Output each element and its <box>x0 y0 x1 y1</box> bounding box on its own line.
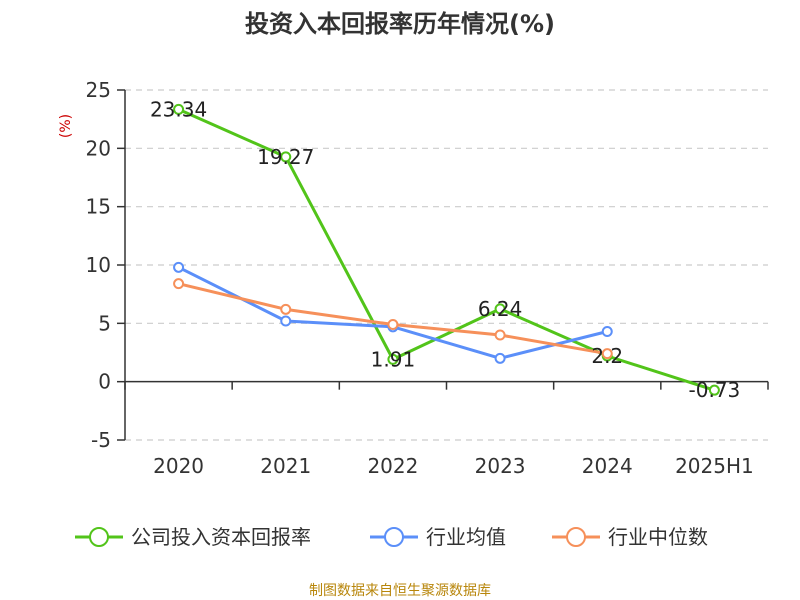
legend-item[interactable]: 行业中位数 <box>552 525 708 549</box>
y-tick-label: 10 <box>86 253 111 277</box>
data-label: -0.73 <box>689 378 741 402</box>
data-point <box>708 384 720 396</box>
grid-lines <box>125 89 768 441</box>
axes: -5 0 5 10 15 20 25 2020 2021 2022 2023 2024 2025H1 <box>86 78 769 478</box>
y-axis-unit: (%) <box>58 114 74 138</box>
data-point <box>280 303 292 315</box>
legend-label: 行业中位数 <box>608 525 708 549</box>
legend-marker <box>566 527 586 547</box>
data-point <box>387 353 399 365</box>
y-tick-label: 25 <box>86 78 111 102</box>
source-note: 制图数据来自恒生聚源数据库 <box>309 583 491 599</box>
data-label: 2.2 <box>591 344 623 368</box>
data-point <box>494 329 506 341</box>
data-point <box>173 261 185 273</box>
data-point <box>601 348 613 360</box>
data-point <box>173 103 185 115</box>
legend-marker <box>89 527 109 547</box>
x-tick-label: 2020 <box>153 454 204 478</box>
x-tick-label: 2022 <box>367 454 418 478</box>
x-tick-label: 2023 <box>475 454 526 478</box>
y-tick-label: 0 <box>98 370 111 394</box>
x-tick-label: 2021 <box>260 454 311 478</box>
y-tick-label: -5 <box>91 428 111 452</box>
chart-title: 投资入本回报率历年情况(%) <box>245 10 555 38</box>
series-line <box>177 265 608 360</box>
data-point <box>601 326 613 337</box>
legend-marker <box>384 527 404 547</box>
series-line <box>178 282 608 356</box>
data-point <box>494 352 506 364</box>
x-tick-label: 2024 <box>582 454 633 478</box>
data-point <box>280 151 292 163</box>
series-line <box>177 107 715 392</box>
x-tick-label: 2025H1 <box>675 454 754 478</box>
data-point <box>173 278 185 290</box>
legend-item[interactable]: 公司投入资本回报率 <box>75 525 311 549</box>
y-tick-label: 20 <box>86 136 111 160</box>
data-label: 19.27 <box>257 145 314 169</box>
y-tick-label: 15 <box>86 195 111 219</box>
y-tick-label: 5 <box>98 311 111 335</box>
data-label: 6.24 <box>478 297 523 321</box>
data-point <box>280 315 292 327</box>
legend-item[interactable]: 行业均值 <box>370 525 506 549</box>
legend-label: 行业均值 <box>426 525 506 549</box>
data-point <box>387 319 399 330</box>
data-label: 1.91 <box>371 347 416 371</box>
data-label: 23.34 <box>150 97 207 121</box>
legend-label: 公司投入资本回报率 <box>131 525 311 549</box>
data-labels: 23.34 19.27 1.91 6.24 2.2 -0.73 <box>150 97 740 402</box>
legend[interactable]: 公司投入资本回报率 行业均值 行业中位数 <box>75 525 708 549</box>
data-point <box>494 303 506 315</box>
series-group <box>173 103 720 396</box>
